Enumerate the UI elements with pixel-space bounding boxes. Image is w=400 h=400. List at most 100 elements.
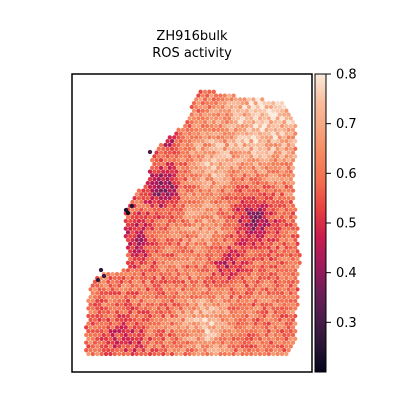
spot: [222, 101, 227, 106]
spot: [233, 310, 238, 315]
spot: [218, 177, 223, 182]
spot: [132, 241, 137, 246]
spot: [288, 306, 293, 311]
spot: [198, 188, 203, 193]
spot: [286, 256, 291, 262]
spot: [189, 112, 194, 117]
spot: [169, 154, 175, 159]
spot: [279, 344, 285, 349]
spot: [290, 120, 296, 125]
spot: [235, 146, 241, 151]
spot: [202, 135, 208, 140]
spot: [279, 351, 285, 357]
spot: [220, 279, 225, 284]
spot: [130, 313, 135, 319]
spot: [235, 101, 241, 106]
spot: [176, 188, 181, 193]
spot: [253, 101, 258, 106]
spot: [185, 165, 190, 170]
spot: [246, 112, 252, 117]
spot: [139, 253, 144, 258]
spot: [196, 245, 201, 250]
spot: [209, 146, 214, 151]
spot: [231, 351, 236, 357]
spot: [191, 245, 197, 250]
spot: [163, 165, 168, 170]
spot: [189, 218, 194, 224]
spot: [189, 241, 194, 246]
spot: [132, 302, 137, 307]
spot: [161, 184, 166, 189]
spot: [253, 131, 258, 136]
spot: [163, 348, 168, 353]
spot: [244, 344, 249, 349]
spot: [244, 291, 249, 296]
spot: [207, 188, 212, 193]
spot: [134, 306, 139, 311]
spot: [264, 127, 269, 132]
spot: [185, 135, 190, 140]
spot: [141, 196, 146, 201]
spot: [277, 142, 282, 148]
spot: [207, 120, 212, 125]
spot: [205, 101, 210, 106]
spot: [216, 279, 221, 284]
spot: [220, 135, 225, 140]
spot: [205, 123, 210, 129]
spot: [227, 329, 232, 334]
spot: [233, 112, 238, 117]
spot: [141, 310, 146, 315]
colorbar-tick-label: 0.4: [336, 266, 357, 281]
spot: [130, 283, 135, 288]
spot: [220, 112, 225, 117]
spot: [194, 203, 199, 208]
spot: [191, 154, 197, 159]
spot: [240, 291, 245, 296]
spot: [231, 268, 236, 273]
spot: [235, 177, 241, 182]
spot: [180, 256, 186, 262]
spot: [238, 332, 243, 338]
spot: [145, 249, 150, 254]
spot: [185, 279, 190, 284]
spot: [90, 291, 95, 296]
spot: [233, 218, 238, 224]
spot: [235, 313, 241, 319]
spot: [176, 150, 181, 155]
spot: [145, 332, 150, 338]
spot: [257, 268, 263, 273]
spot: [123, 310, 128, 315]
spot: [262, 123, 267, 129]
spot: [141, 272, 146, 277]
spot: [224, 226, 230, 231]
spot: [277, 135, 282, 140]
spot: [117, 275, 122, 281]
spot: [242, 279, 247, 284]
spot: [132, 272, 137, 277]
spot: [174, 313, 179, 319]
spot: [158, 317, 164, 322]
spot: [143, 260, 148, 265]
spot: [176, 142, 181, 148]
spot: [264, 165, 269, 170]
spot: [249, 177, 254, 182]
spot: [143, 207, 148, 212]
spot: [161, 321, 166, 326]
spot: [253, 291, 258, 296]
spot: [130, 298, 135, 303]
spot: [251, 112, 256, 117]
spot: [290, 127, 296, 132]
spot: [213, 321, 219, 326]
spot: [130, 207, 135, 212]
spot: [286, 264, 291, 269]
spot: [211, 256, 216, 262]
spot: [165, 139, 170, 144]
spot: [260, 249, 265, 254]
spot: [172, 294, 177, 300]
spot: [284, 177, 289, 182]
spot: [169, 184, 175, 189]
spot: [95, 283, 100, 288]
spot: [211, 234, 216, 239]
spot: [213, 336, 219, 341]
spot: [180, 173, 186, 178]
